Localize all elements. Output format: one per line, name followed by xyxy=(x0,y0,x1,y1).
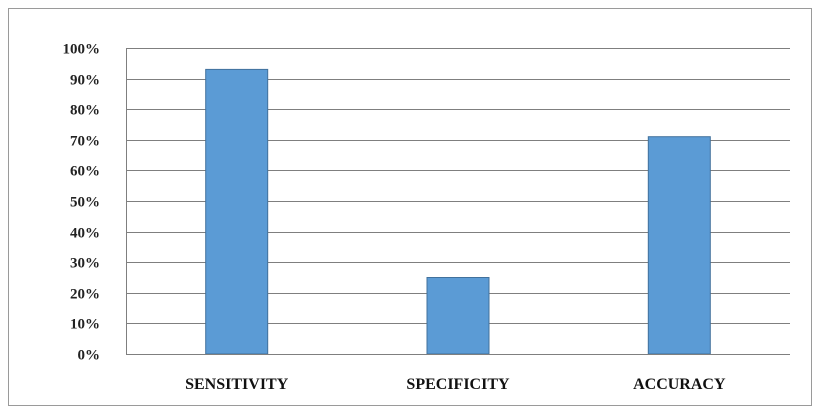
y-tick-label: 100% xyxy=(63,42,101,58)
bars xyxy=(205,68,711,355)
y-tick-label: 70% xyxy=(70,134,100,150)
y-tick-label: 10% xyxy=(70,317,100,333)
y-tick-label: 40% xyxy=(70,226,100,242)
axes xyxy=(126,48,790,355)
bar-accuracy xyxy=(647,136,711,355)
y-tick-label: 0% xyxy=(78,348,101,364)
y-tick-label: 20% xyxy=(70,287,100,303)
y-tick-labels: 0% 10% 20% 30% 40% 50% 60% 70% 80% 90% 100% xyxy=(63,42,101,364)
x-category-label: SPECIFICITY xyxy=(406,376,510,393)
x-category-labels: SENSITIVITY SPECIFICITY ACCURACY xyxy=(185,376,726,393)
y-tick-label: 90% xyxy=(70,73,100,89)
bar-sensitivity xyxy=(205,68,269,355)
y-tick-label: 80% xyxy=(70,103,100,119)
y-tick-label: 50% xyxy=(70,195,100,211)
bar-specificity xyxy=(426,277,490,355)
x-category-label: ACCURACY xyxy=(633,376,726,393)
x-category-label: SENSITIVITY xyxy=(185,376,289,393)
y-tick-label: 60% xyxy=(70,164,100,180)
y-tick-label: 30% xyxy=(70,256,100,272)
